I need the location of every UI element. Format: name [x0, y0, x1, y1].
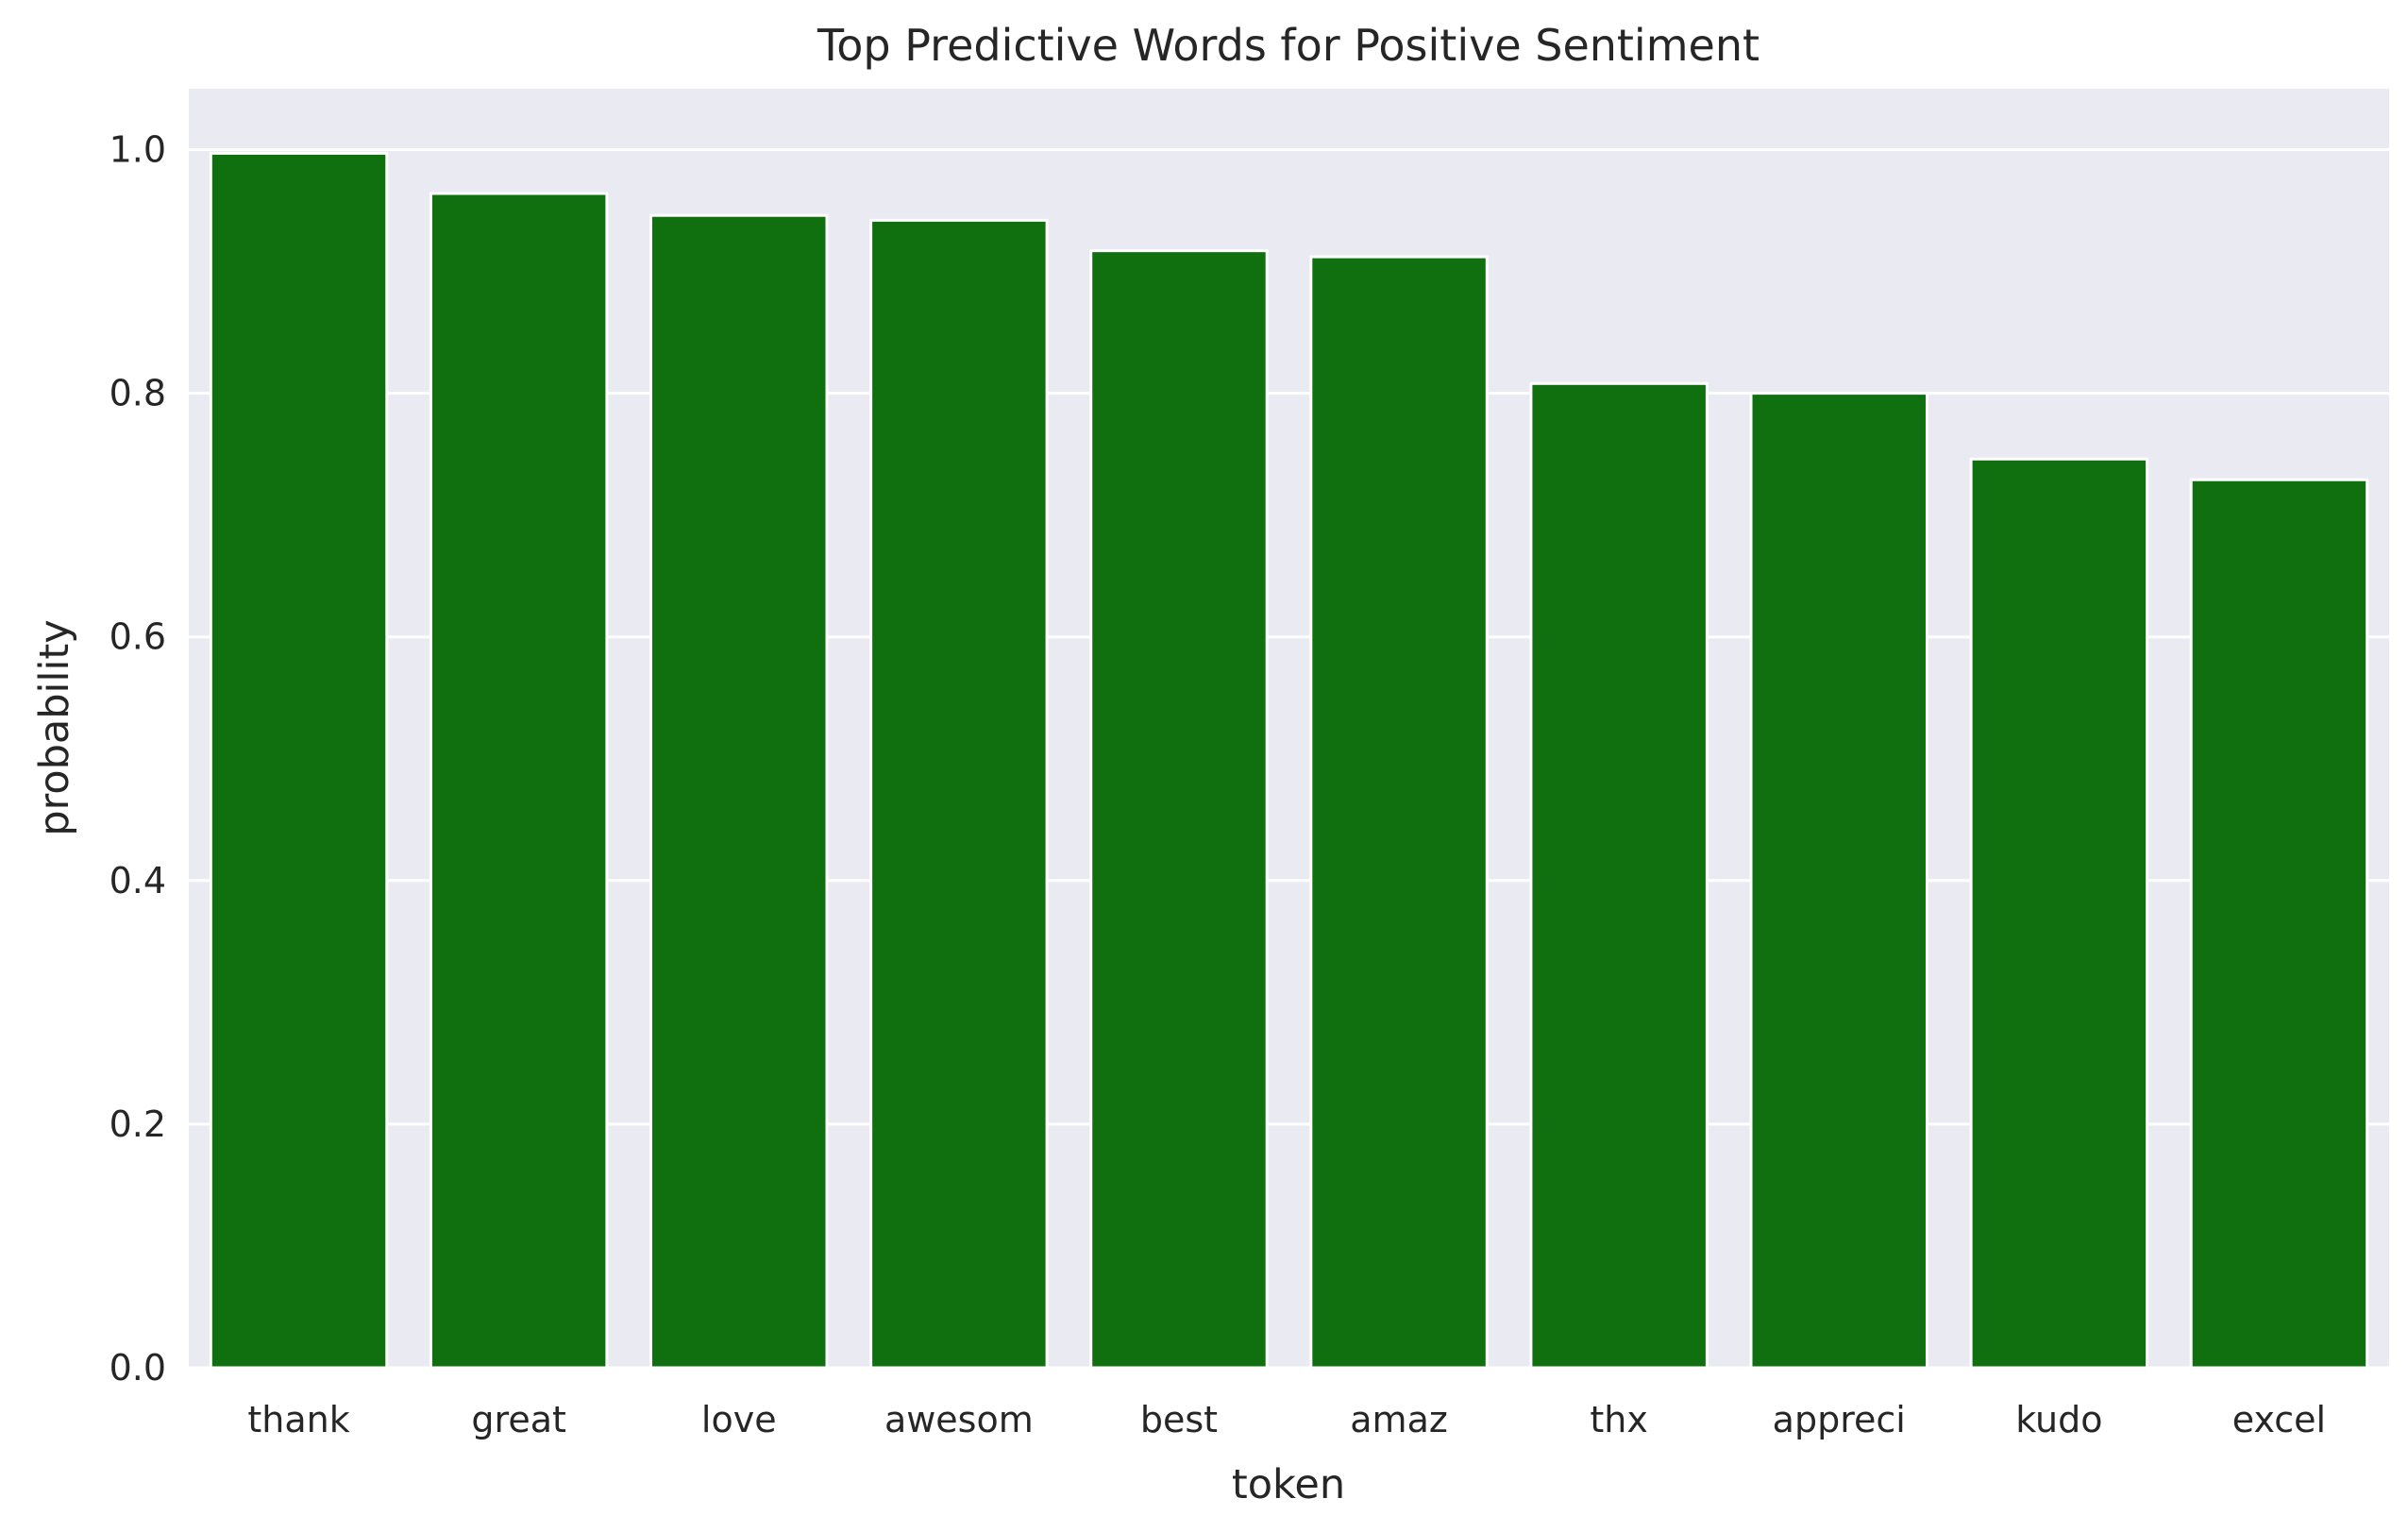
- x-tick-label: thx: [1590, 1399, 1647, 1440]
- x-tick-label: amaz: [1350, 1399, 1448, 1440]
- y-tick-labels: 0.0 0.2 0.4 0.6 0.8 1.0: [109, 129, 166, 1389]
- chart-title: Top Predictive Words for Positive Sentim…: [817, 20, 1760, 71]
- bar-thx: [1529, 381, 1709, 1370]
- bar-appreci: [1749, 392, 1928, 1370]
- y-tick-label: 0.8: [109, 373, 166, 414]
- y-tick-label: 1.0: [109, 129, 166, 171]
- x-tick-label: excel: [2232, 1399, 2326, 1440]
- bar-love: [649, 213, 829, 1370]
- x-axis-label: token: [1232, 1461, 1345, 1508]
- bar-kudo: [1969, 457, 2149, 1370]
- bar-great: [429, 192, 609, 1370]
- y-tick-label: 0.2: [109, 1103, 166, 1145]
- y-tick-label: 0.0: [109, 1347, 166, 1389]
- bar-best: [1089, 249, 1269, 1370]
- x-tick-label: kudo: [2015, 1399, 2102, 1440]
- bar-amaz: [1309, 255, 1489, 1370]
- y-tick-label: 0.6: [109, 616, 166, 658]
- bar-awesom: [869, 218, 1049, 1370]
- bar-excel: [2189, 478, 2369, 1370]
- x-tick-labels: thank great love awesom best amaz thx appreci ku…: [247, 1399, 2326, 1440]
- x-tick-label: appreci: [1773, 1399, 1906, 1440]
- y-tick-label: 0.4: [109, 860, 166, 901]
- y-axis-label: probability: [31, 619, 78, 835]
- x-tick-label: love: [701, 1399, 777, 1440]
- x-tick-label: thank: [247, 1399, 349, 1440]
- x-tick-label: best: [1140, 1399, 1218, 1440]
- bar-thank: [209, 151, 389, 1370]
- bars: [209, 151, 2369, 1370]
- x-tick-label: awesom: [884, 1399, 1034, 1440]
- x-tick-label: great: [471, 1399, 565, 1440]
